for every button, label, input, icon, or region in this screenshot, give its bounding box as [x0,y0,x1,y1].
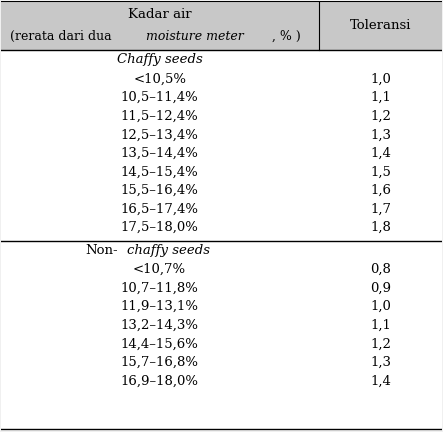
Text: 1,3: 1,3 [370,128,391,141]
Text: 10,7–11,8%: 10,7–11,8% [121,282,198,295]
Text: 1,2: 1,2 [370,110,391,123]
Text: 1,7: 1,7 [370,203,391,216]
Text: 1,5: 1,5 [370,165,391,178]
Text: moisture meter: moisture meter [146,30,244,43]
Text: Kadar air: Kadar air [128,8,191,21]
Text: 16,9–18,0%: 16,9–18,0% [120,375,198,388]
Text: <10,5%: <10,5% [133,73,186,86]
Bar [1,1,442,50]
Text: Non-: Non- [85,244,118,257]
Text: 10,5–11,4%: 10,5–11,4% [121,91,198,104]
Text: 13,2–14,3%: 13,2–14,3% [120,319,198,332]
Text: 14,5–15,4%: 14,5–15,4% [121,165,198,178]
Text: 1,8: 1,8 [370,221,391,234]
Text: <10,7%: <10,7% [133,263,186,276]
Text: 0,8: 0,8 [370,263,391,276]
Text: 17,5–18,0%: 17,5–18,0% [121,221,198,234]
Text: 1,2: 1,2 [370,337,391,350]
Text: , % ): , % ) [272,30,301,43]
Text: 15,5–16,4%: 15,5–16,4% [121,184,198,197]
Bar [1,50,442,431]
Text: 1,4: 1,4 [370,375,391,388]
Text: 1,0: 1,0 [370,73,391,86]
Text: 1,3: 1,3 [370,356,391,369]
Text: 11,9–13,1%: 11,9–13,1% [120,300,198,313]
Text: 15,7–16,8%: 15,7–16,8% [120,356,198,369]
Text: 11,5–12,4%: 11,5–12,4% [121,110,198,123]
Text: 1,6: 1,6 [370,184,391,197]
Text: 12,5–13,4%: 12,5–13,4% [121,128,198,141]
Text: Chaffy seeds: Chaffy seeds [117,54,202,67]
Text: chaffy seeds: chaffy seeds [127,244,210,257]
Text: 1,0: 1,0 [370,300,391,313]
Text: (rerata dari dua: (rerata dari dua [10,30,116,43]
Text: 16,5–17,4%: 16,5–17,4% [120,203,198,216]
Text: 1,1: 1,1 [370,319,391,332]
Text: 13,5–14,4%: 13,5–14,4% [121,147,198,160]
Text: 1,1: 1,1 [370,91,391,104]
Text: Toleransi: Toleransi [350,19,411,32]
Text: 1,4: 1,4 [370,147,391,160]
Text: 0,9: 0,9 [370,282,391,295]
Text: 14,4–15,6%: 14,4–15,6% [121,337,198,350]
